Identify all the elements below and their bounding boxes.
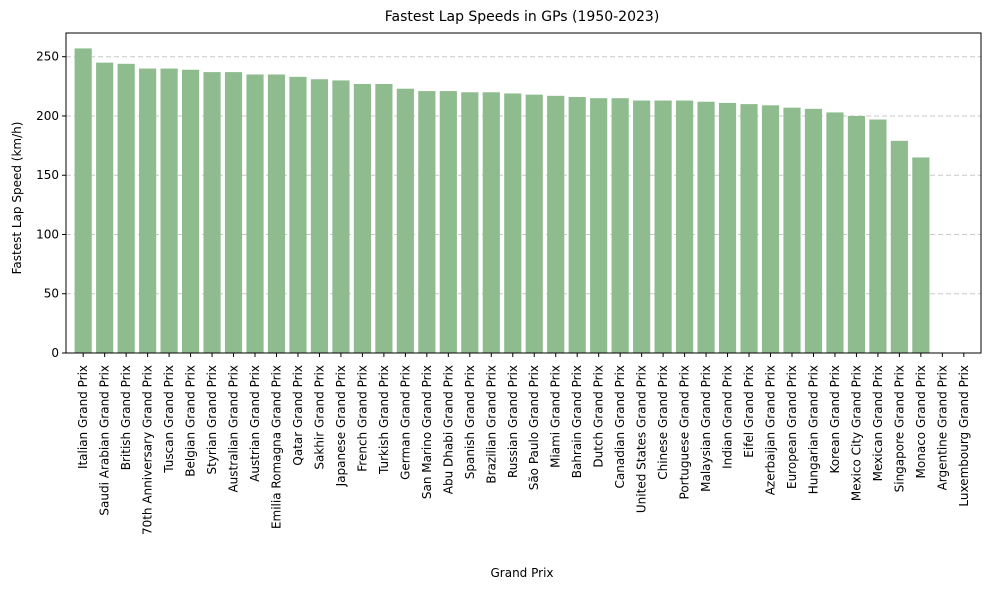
x-tick-label: Singapore Grand Prix xyxy=(892,365,906,492)
x-tick-label: Sakhir Grand Prix xyxy=(312,365,326,470)
x-tick-label: Azerbaijan Grand Prix xyxy=(764,365,778,495)
bar xyxy=(847,115,866,354)
y-axis: 0 50 100 150 200 250 xyxy=(36,50,66,360)
bar xyxy=(203,72,221,353)
x-axis: Italian Grand Prix Saudi Arabian Grand Pr… xyxy=(76,353,971,535)
x-tick-label: Canadian Grand Prix xyxy=(613,365,627,488)
bar xyxy=(267,74,286,354)
bar xyxy=(783,107,801,354)
x-tick-label: Portuguese Grand Prix xyxy=(678,365,692,499)
bar xyxy=(310,79,329,353)
x-tick-label: Bahrain Grand Prix xyxy=(570,365,584,478)
bar xyxy=(761,105,780,353)
x-tick-label: Styrian Grand Prix xyxy=(205,365,219,474)
x-tick-label: Chinese Grand Prix xyxy=(656,365,670,480)
x-tick-label: Qatar Grand Prix xyxy=(291,365,305,466)
x-tick-label: Luxembourg Grand Prix xyxy=(957,365,971,507)
bar xyxy=(74,48,92,353)
bar xyxy=(568,97,586,353)
x-tick-label: European Grand Prix xyxy=(785,365,799,489)
x-tick-label: United States Grand Prix xyxy=(635,365,649,513)
x-tick-label: Russian Grand Prix xyxy=(506,365,520,478)
bar xyxy=(740,104,758,353)
bar xyxy=(504,93,522,353)
x-tick-label: Austrian Grand Prix xyxy=(248,365,262,482)
x-tick-label: Saudi Arabian Grand Prix xyxy=(98,365,112,516)
x-tick-label: Australian Grand Prix xyxy=(227,365,241,493)
bar xyxy=(418,91,436,354)
y-tick-label: 0 xyxy=(51,346,59,360)
bar xyxy=(676,100,694,353)
bars xyxy=(74,48,930,354)
bar xyxy=(139,68,157,354)
x-tick-label: Mexican Grand Prix xyxy=(871,365,885,481)
bar xyxy=(289,76,307,353)
y-tick-label: 250 xyxy=(36,50,59,64)
x-tick-label: Korean Grand Prix xyxy=(828,365,842,473)
x-tick-label: Monaco Grand Prix xyxy=(914,365,928,478)
bar xyxy=(181,69,200,354)
bar xyxy=(697,101,715,353)
bar xyxy=(590,98,608,354)
x-tick-label: 70th Anniversary Grand Prix xyxy=(141,365,155,535)
x-tick-label: Mexico City Grand Prix xyxy=(849,365,863,501)
bar xyxy=(332,80,350,353)
bar xyxy=(96,62,114,353)
bar xyxy=(353,83,371,354)
bar xyxy=(117,63,135,353)
x-tick-label: German Grand Prix xyxy=(398,365,412,480)
y-tick-label: 100 xyxy=(36,227,59,241)
bar xyxy=(396,88,414,353)
bar xyxy=(826,112,844,353)
x-tick-label: Argentine Grand Prix xyxy=(935,365,949,490)
bar xyxy=(525,94,543,353)
bar xyxy=(654,100,672,353)
x-tick-label: Indian Grand Prix xyxy=(721,365,735,469)
x-tick-label: Tuscan Grand Prix xyxy=(162,365,176,474)
x-tick-label: Belgian Grand Prix xyxy=(184,365,198,477)
grid-lines xyxy=(66,56,981,354)
x-tick-label: Hungarian Grand Prix xyxy=(806,365,820,494)
x-tick-label: French Grand Prix xyxy=(355,365,369,472)
x-tick-label: Emilia Romagna Grand Prix xyxy=(269,365,283,529)
bar xyxy=(375,83,393,354)
x-tick-label: Eifel Grand Prix xyxy=(742,365,756,458)
y-tick-label: 50 xyxy=(44,287,59,301)
bar xyxy=(246,74,264,354)
y-tick-label: 200 xyxy=(36,109,59,123)
bar xyxy=(611,98,629,354)
x-tick-label: Brazilian Grand Prix xyxy=(484,365,498,484)
x-tick-label: Miami Grand Prix xyxy=(549,365,563,468)
x-tick-label: Malaysian Grand Prix xyxy=(699,365,713,492)
bar xyxy=(482,92,500,353)
x-tick-label: San Marino Grand Prix xyxy=(420,365,434,499)
bar xyxy=(718,102,737,353)
bar xyxy=(461,92,479,353)
x-tick-label: São Paulo Grand Prix xyxy=(527,365,541,490)
plot-frame xyxy=(65,32,982,354)
bar xyxy=(224,72,243,353)
x-tick-label: Italian Grand Prix xyxy=(76,365,90,469)
bar xyxy=(160,68,178,354)
x-tick-label: Abu Dhabi Grand Prix xyxy=(441,365,455,494)
bar xyxy=(890,140,908,353)
x-tick-label: Dutch Grand Prix xyxy=(592,365,606,468)
bar xyxy=(912,157,930,353)
x-axis-title: Grand Prix xyxy=(490,566,553,580)
x-tick-label: British Grand Prix xyxy=(119,365,133,470)
bar xyxy=(547,95,565,353)
bar xyxy=(804,108,823,353)
bar xyxy=(633,100,651,353)
x-tick-label: Japanese Grand Prix xyxy=(334,365,348,487)
bar xyxy=(869,119,887,353)
bar xyxy=(439,91,457,354)
x-tick-label: Spanish Grand Prix xyxy=(463,365,477,479)
y-axis-title: Fastest Lap Speed (km/h) xyxy=(10,122,24,275)
y-tick-label: 150 xyxy=(36,168,59,182)
chart-title: Fastest Lap Speeds in GPs (1950-2023) xyxy=(385,9,660,25)
x-tick-label: Turkish Grand Prix xyxy=(377,365,391,475)
